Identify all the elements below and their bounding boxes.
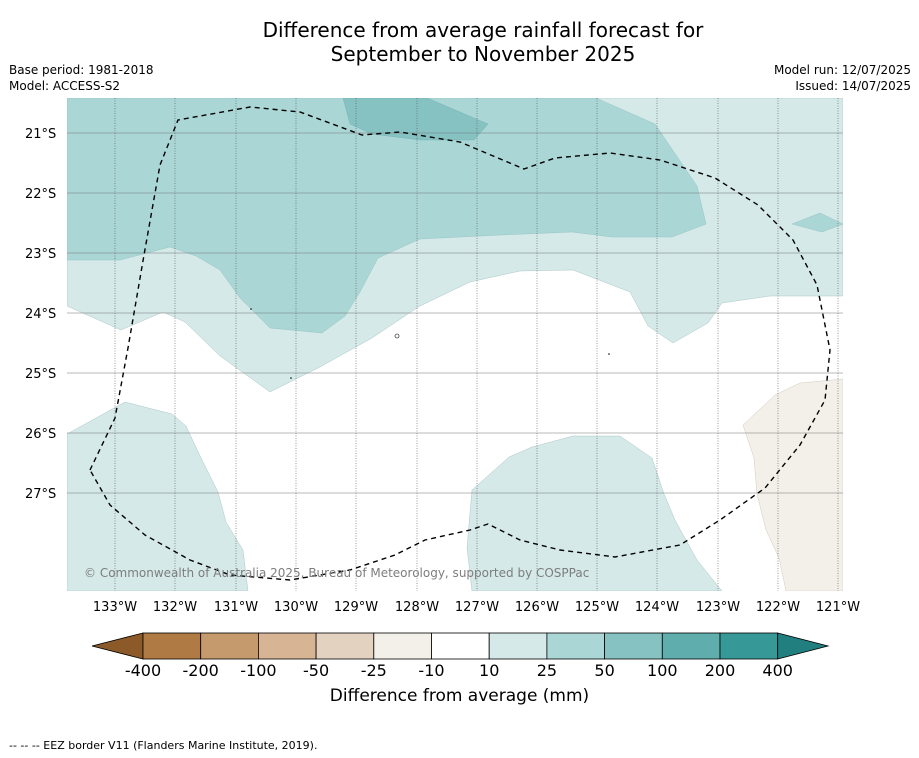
colorbar-tick-label: 200 — [705, 661, 736, 680]
region-neg-10-25 — [742, 378, 843, 591]
lon-label: 126°W — [515, 600, 559, 615]
region-10-25-southwest — [67, 401, 249, 591]
lon-label: 128°W — [395, 600, 439, 615]
colorbar-segment — [431, 632, 490, 660]
colorbar-tick-label: 50 — [594, 661, 614, 680]
lon-label: 122°W — [756, 600, 800, 615]
island-speck — [290, 377, 292, 379]
title-line-1: Difference from average rainfall forecas… — [262, 18, 704, 42]
colorbar-extension-high — [777, 632, 830, 660]
gridlines — [114, 98, 839, 591]
lon-label: 127°W — [455, 600, 499, 615]
colorbar-tick-label: 25 — [537, 661, 557, 680]
region-25-50-east-patch — [791, 212, 843, 233]
colorbar-tick-label: -200 — [183, 661, 219, 680]
issued-date: Issued: 14/07/2025 — [795, 79, 911, 93]
colorbar-tick-label: 400 — [762, 661, 793, 680]
map-area — [67, 98, 843, 591]
lon-label: 131°W — [214, 600, 258, 615]
lon-label: 125°W — [575, 600, 619, 615]
colorbar-segment — [546, 632, 606, 660]
eez-border — [89, 106, 831, 581]
model-run: Model run: 12/07/2025 — [773, 63, 911, 77]
map-title: Difference from average rainfall forecas… — [0, 18, 919, 66]
lon-labels: 133°W 132°W 131°W 130°W 129°W 128°W 127°… — [93, 600, 860, 615]
colorbar-segment — [719, 632, 779, 660]
island-speck — [608, 353, 610, 355]
map-figure: © Commonwealth of Australia 2025, Bureau… — [25, 98, 860, 680]
region-10-25-south — [466, 435, 723, 591]
colorbar-tick-label: 100 — [647, 661, 678, 680]
lat-label: 21°S — [25, 127, 56, 142]
region-50-100 — [342, 98, 489, 141]
island-speck — [250, 308, 252, 310]
meta-right: Model run: 12/07/2025 Issued: 14/07/2025 — [774, 62, 911, 94]
colorbar-tick-label: 10 — [479, 661, 499, 680]
lat-label: 27°S — [25, 487, 56, 502]
lat-label: 24°S — [25, 307, 56, 322]
lat-label: 25°S — [25, 367, 56, 382]
colorbar-segment — [373, 632, 432, 660]
title-line-2: September to November 2025 — [330, 42, 636, 66]
lat-label: 23°S — [25, 247, 56, 262]
lon-label: 129°W — [334, 600, 378, 615]
lon-label: 132°W — [153, 600, 197, 615]
lon-label: 130°W — [274, 600, 318, 615]
colorbar-tick-label: -400 — [125, 661, 161, 680]
copyright-note: © Commonwealth of Australia 2025, Bureau… — [84, 566, 589, 580]
lat-label: 26°S — [25, 427, 56, 442]
eez-legend-note: -- -- -- EEZ border V11 (Flanders Marine… — [9, 739, 318, 752]
model-name: Model: ACCESS-S2 — [9, 79, 121, 93]
colorbar-title: Difference from average (mm) — [329, 686, 590, 706]
meta-left: Base period: 1981-2018 Model: ACCESS-S2 — [9, 62, 154, 94]
colorbar-tick-label: -50 — [303, 661, 329, 680]
colorbar: -400 -200 -100 -50 -25 -10 10 25 50 100 200 400 — [91, 632, 830, 680]
base-period: Base period: 1981-2018 — [9, 63, 154, 77]
colorbar-extension-low — [91, 632, 144, 660]
colorbar-tick-label: -100 — [240, 661, 276, 680]
colorbar-tick-label: -25 — [361, 661, 387, 680]
colorbar-segment — [200, 632, 259, 660]
colorbar-segment — [315, 632, 375, 660]
colorbar-segment — [142, 632, 202, 660]
lat-labels: 21°S 22°S 23°S 24°S 25°S 26°S 27°S — [25, 127, 56, 502]
colorbar-segment — [488, 632, 548, 660]
colorbar-segment — [604, 632, 663, 660]
region-25-50 — [67, 98, 707, 334]
colorbar-tick-label: -10 — [418, 661, 444, 680]
lat-label: 22°S — [25, 187, 56, 202]
lon-label: 133°W — [93, 600, 137, 615]
lon-label: 123°W — [696, 600, 740, 615]
colorbar-segment — [661, 632, 721, 660]
lon-label: 121°W — [816, 600, 860, 615]
island-speck — [394, 333, 400, 339]
lon-label: 124°W — [635, 600, 679, 615]
colorbar-segment — [257, 632, 317, 660]
